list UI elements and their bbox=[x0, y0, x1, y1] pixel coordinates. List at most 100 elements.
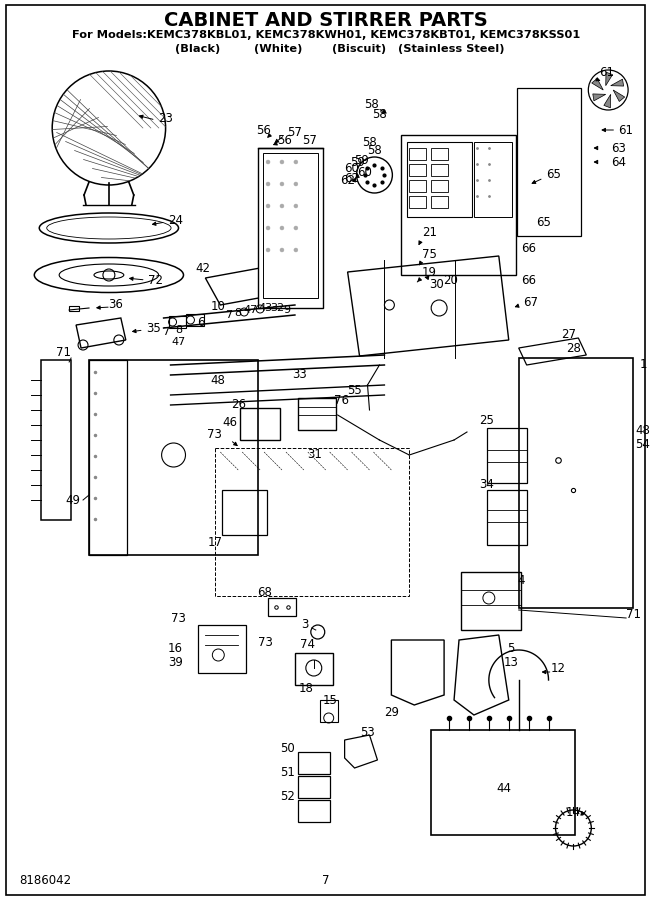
Text: 7: 7 bbox=[225, 310, 232, 320]
Text: 62: 62 bbox=[344, 172, 359, 184]
Text: 12: 12 bbox=[551, 662, 566, 674]
Circle shape bbox=[266, 248, 270, 252]
Text: 21: 21 bbox=[422, 226, 437, 239]
Text: 7: 7 bbox=[322, 874, 329, 886]
Bar bbox=[409, 148, 426, 160]
Text: 8: 8 bbox=[175, 325, 182, 335]
Text: 55: 55 bbox=[348, 383, 362, 397]
Text: 30: 30 bbox=[429, 278, 443, 292]
Bar bbox=[409, 164, 426, 176]
Text: 50: 50 bbox=[280, 742, 295, 755]
Text: 57: 57 bbox=[288, 125, 303, 139]
Text: 39: 39 bbox=[168, 656, 183, 670]
Text: 58: 58 bbox=[362, 137, 377, 149]
Bar bbox=[298, 800, 330, 822]
Text: 64: 64 bbox=[611, 156, 626, 168]
Text: CABINET AND STIRRER PARTS: CABINET AND STIRRER PARTS bbox=[164, 11, 488, 30]
Polygon shape bbox=[604, 94, 611, 108]
Text: 54: 54 bbox=[636, 438, 651, 452]
Bar bbox=[69, 306, 79, 311]
Text: 23: 23 bbox=[158, 112, 173, 124]
Text: 53: 53 bbox=[360, 725, 375, 739]
Text: 59: 59 bbox=[354, 154, 369, 166]
Text: 35: 35 bbox=[146, 321, 161, 335]
Bar bbox=[487, 428, 527, 483]
Text: 66: 66 bbox=[521, 241, 536, 255]
Bar bbox=[169, 316, 186, 328]
Bar bbox=[198, 625, 246, 673]
Text: 4: 4 bbox=[517, 573, 524, 587]
Text: 31: 31 bbox=[307, 448, 322, 462]
Bar bbox=[431, 730, 575, 835]
Text: 20: 20 bbox=[443, 274, 458, 286]
Text: 71: 71 bbox=[55, 346, 70, 358]
Polygon shape bbox=[593, 94, 606, 101]
Text: (Stainless Steel): (Stainless Steel) bbox=[398, 44, 504, 54]
Circle shape bbox=[294, 226, 298, 230]
Text: 19: 19 bbox=[422, 266, 437, 278]
Text: 48: 48 bbox=[636, 424, 651, 436]
Text: 66: 66 bbox=[521, 274, 536, 286]
Text: 10: 10 bbox=[211, 301, 226, 313]
Text: 60: 60 bbox=[344, 161, 359, 175]
Text: 42: 42 bbox=[195, 262, 210, 274]
Text: 73: 73 bbox=[258, 636, 273, 650]
Text: 16: 16 bbox=[168, 642, 183, 654]
Text: 67: 67 bbox=[523, 296, 538, 310]
Circle shape bbox=[294, 160, 298, 164]
Bar bbox=[431, 164, 448, 176]
Text: 44: 44 bbox=[496, 781, 511, 795]
Circle shape bbox=[280, 226, 284, 230]
Polygon shape bbox=[606, 72, 613, 86]
Text: 59: 59 bbox=[350, 156, 365, 168]
Text: 65: 65 bbox=[546, 168, 561, 182]
Circle shape bbox=[280, 248, 284, 252]
Text: 5: 5 bbox=[507, 642, 514, 654]
Text: 34: 34 bbox=[479, 479, 494, 491]
Text: 3: 3 bbox=[301, 618, 308, 632]
Text: 73: 73 bbox=[207, 428, 222, 442]
Bar bbox=[519, 358, 633, 608]
Text: For Models:KEMC378KBL01, KEMC378KWH01, KEMC378KBT01, KEMC378KSS01: For Models:KEMC378KBL01, KEMC378KWH01, K… bbox=[72, 30, 580, 40]
Circle shape bbox=[266, 204, 270, 208]
Text: 47: 47 bbox=[171, 337, 186, 347]
Text: (Biscuit): (Biscuit) bbox=[333, 44, 387, 54]
Text: 24: 24 bbox=[168, 213, 183, 227]
Text: 32: 32 bbox=[270, 303, 284, 313]
Text: 8: 8 bbox=[235, 308, 242, 318]
Text: 52: 52 bbox=[280, 790, 295, 804]
Bar bbox=[89, 360, 258, 555]
Bar bbox=[431, 180, 448, 192]
Text: 13: 13 bbox=[503, 656, 518, 670]
Bar bbox=[89, 360, 126, 555]
Text: 26: 26 bbox=[231, 398, 246, 410]
Bar bbox=[487, 490, 527, 545]
Bar bbox=[222, 490, 267, 535]
Text: 28: 28 bbox=[566, 341, 581, 355]
Circle shape bbox=[294, 204, 298, 208]
Text: (Black): (Black) bbox=[175, 44, 220, 54]
Text: 43: 43 bbox=[258, 303, 272, 313]
Bar bbox=[295, 653, 333, 685]
Bar bbox=[215, 448, 409, 596]
Text: 17: 17 bbox=[208, 536, 223, 550]
Bar bbox=[402, 135, 516, 275]
Text: 58: 58 bbox=[367, 143, 382, 157]
Bar bbox=[408, 142, 472, 217]
Text: 60: 60 bbox=[357, 166, 372, 178]
Circle shape bbox=[266, 226, 270, 230]
Bar bbox=[298, 776, 330, 798]
Bar bbox=[409, 180, 426, 192]
Text: 56: 56 bbox=[256, 123, 271, 137]
Text: 9: 9 bbox=[284, 305, 291, 315]
Text: 58: 58 bbox=[364, 98, 379, 112]
Text: 1: 1 bbox=[639, 358, 647, 372]
Bar bbox=[41, 360, 71, 520]
Text: 47: 47 bbox=[243, 305, 258, 315]
Bar bbox=[431, 148, 448, 160]
Bar bbox=[298, 398, 336, 430]
Circle shape bbox=[294, 182, 298, 186]
Bar bbox=[409, 196, 426, 208]
Text: 62: 62 bbox=[340, 174, 355, 186]
Circle shape bbox=[280, 160, 284, 164]
